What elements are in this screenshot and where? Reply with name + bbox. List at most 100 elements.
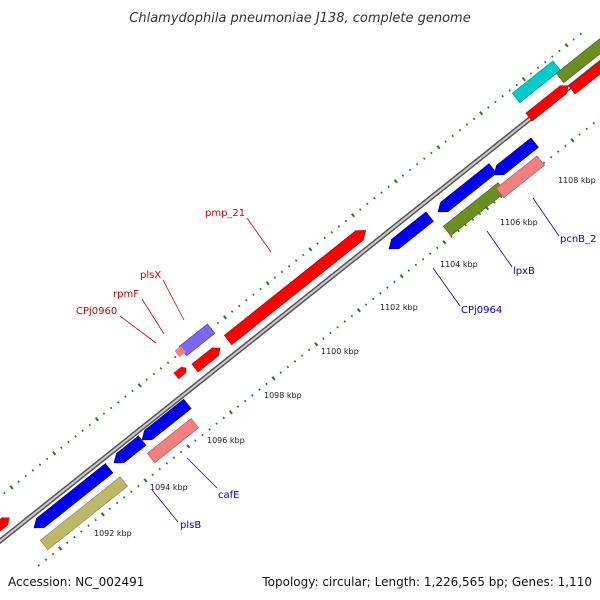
- outer-tick: [316, 242, 319, 245]
- outer-tick: [17, 480, 20, 484]
- inner-tick: [492, 201, 496, 204]
- tick-label-1100: 1100 kbp: [321, 347, 359, 356]
- gene-khaki[interactable]: [39, 476, 128, 551]
- leader-plsX: [162, 279, 185, 321]
- gene-blue-1108[interactable]: [490, 137, 539, 180]
- outer-tick: [81, 429, 84, 432]
- tick-label-1094: 1094 kbp: [150, 483, 188, 492]
- outer-tick: [401, 174, 405, 177]
- inner-tick: [228, 410, 233, 415]
- gene-red-left[interactable]: [0, 514, 13, 534]
- outer-tick: [173, 355, 177, 359]
- outer-tick-track: [3, 32, 583, 495]
- inner-tick: [457, 229, 460, 233]
- leader-rpmF: [141, 298, 165, 335]
- inner-tick: [265, 382, 268, 386]
- inner-tick: [549, 155, 553, 159]
- inner-tick: [179, 450, 183, 454]
- topology-summary: Topology: circular; Length: 1,226,565 bp…: [261, 575, 592, 589]
- leader-lpxB: [486, 230, 513, 268]
- genome-backbone: [0, 59, 600, 545]
- inner-tick: [236, 405, 240, 408]
- gene-cafE-blue[interactable]: [138, 398, 192, 444]
- outer-tick: [436, 145, 441, 150]
- outer-tick: [88, 423, 92, 427]
- gene-red-top-2[interactable]: [568, 60, 600, 95]
- inner-tick: [478, 212, 482, 216]
- inner-tick: [208, 428, 211, 431]
- gene-olive-top[interactable]: [555, 35, 600, 84]
- inner-tick: [464, 223, 468, 227]
- outer-tick: [145, 378, 148, 381]
- genome-backbone-highlight: [0, 61, 600, 543]
- inner-tick: [393, 280, 396, 284]
- gene-pcnB-2[interactable]: [495, 155, 545, 199]
- outer-tick: [67, 440, 70, 444]
- outer-tick: [60, 446, 63, 450]
- outer-tick: [543, 60, 547, 64]
- outer-tick: [344, 219, 348, 223]
- label-cafE: cafE: [218, 490, 239, 501]
- inner-tick: [58, 546, 63, 551]
- gene-cafE[interactable]: [146, 418, 199, 464]
- inner-tick: [258, 388, 261, 391]
- outer-tick: [252, 293, 255, 296]
- leader-plsB: [151, 489, 179, 523]
- outer-tick: [166, 361, 170, 365]
- outer-tick: [52, 451, 57, 456]
- inner-tick: [73, 535, 76, 539]
- tick-label-1096: 1096 kbp: [207, 436, 245, 445]
- outer-tick: [280, 270, 284, 274]
- inner-tick: [428, 252, 432, 255]
- inner-tick: [250, 393, 254, 397]
- outer-tick: [230, 310, 234, 313]
- inner-tick: [279, 371, 282, 374]
- gene-CPj0964[interactable]: [385, 211, 434, 254]
- outer-tick: [422, 157, 426, 160]
- forward-strand-genes: [0, 35, 600, 534]
- label-rpmF: rpmF: [113, 289, 139, 300]
- label-CPj0964: CPj0964: [461, 305, 502, 316]
- inner-tick: [592, 121, 596, 125]
- outer-tick: [487, 106, 490, 109]
- label-pmp-21: pmp_21: [205, 208, 245, 219]
- tick-label-1098: 1098 kbp: [264, 391, 302, 400]
- inner-tick: [137, 484, 140, 488]
- outer-tick: [479, 111, 484, 116]
- inner-tick: [286, 365, 290, 369]
- gene-pmp-21[interactable]: [223, 226, 369, 346]
- inner-tick: [578, 133, 581, 136]
- outer-tick: [31, 469, 35, 472]
- inner-tick: [371, 297, 375, 301]
- outer-tick: [109, 406, 113, 410]
- outer-tick: [216, 321, 220, 325]
- outer-tick: [579, 32, 583, 36]
- inner-tick: [122, 496, 126, 499]
- inner-tick: [471, 218, 475, 221]
- outer-tick: [536, 66, 540, 70]
- gene-rpmF[interactable]: [174, 345, 186, 358]
- outer-tick: [94, 417, 99, 422]
- inner-tick: [51, 552, 55, 556]
- gene-red-top-1[interactable]: [525, 82, 571, 122]
- leader-CPj0960: [119, 315, 157, 344]
- gene-plsB[interactable]: [30, 463, 114, 533]
- tick-label-1104: 1104 kbp: [440, 260, 478, 269]
- label-pcnB-2: pcnB_2: [560, 234, 596, 245]
- outer-tick: [515, 83, 519, 87]
- gene-CPj0960[interactable]: [173, 365, 189, 380]
- outer-tick: [223, 315, 227, 320]
- inner-tick: [172, 456, 176, 460]
- inner-tick: [343, 320, 347, 323]
- outer-tick: [494, 100, 497, 104]
- tick-label-1108: 1108 kbp: [558, 176, 596, 185]
- inner-tick: [442, 240, 447, 245]
- outer-tick: [572, 38, 575, 41]
- gene-blue-1106[interactable]: [434, 163, 497, 217]
- inner-tick: [201, 433, 204, 437]
- outer-tick: [415, 162, 419, 166]
- gene-red-small-1[interactable]: [191, 344, 223, 373]
- gene-blue-small[interactable]: [110, 435, 147, 468]
- inner-tick: [350, 314, 354, 318]
